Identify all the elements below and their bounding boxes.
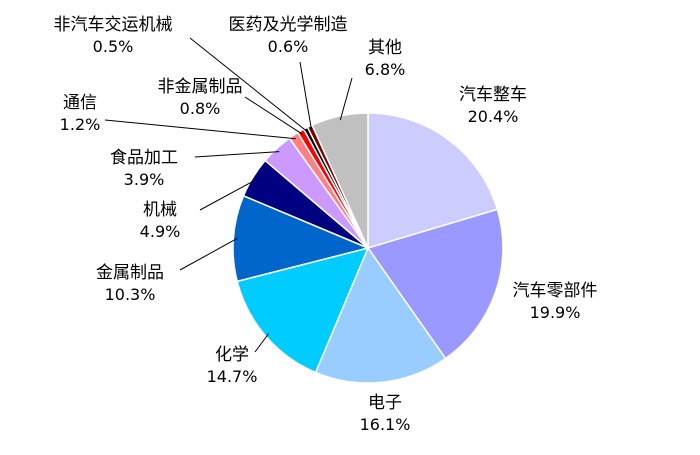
slice-name-label: 汽车整车	[459, 85, 527, 105]
slice-value-label: 0.8%	[180, 99, 221, 118]
leader-line	[194, 151, 280, 158]
slice-value-label: 1.2%	[60, 115, 101, 134]
pie-slice	[311, 112, 369, 249]
slice-labels: 汽车整车 20.4% 汽车零部件 19.9% 电子 16.1% 化学 14.7% 金属制品 10.…	[54, 15, 598, 434]
leader-line	[339, 77, 353, 121]
slice-name-label: 非金属制品	[158, 77, 243, 97]
leader-line	[104, 119, 296, 140]
leader-line	[179, 237, 238, 271]
slice-name-label: 金属制品	[96, 263, 164, 283]
leader-line	[189, 37, 308, 133]
leader-line	[254, 333, 270, 353]
pie-slice	[232, 194, 371, 283]
pie-slice	[314, 246, 447, 384]
leader-line	[299, 61, 312, 130]
slice-value-label: 4.9%	[140, 222, 181, 241]
slice-name-label: 食品加工	[110, 148, 178, 168]
slice-name-label: 化学	[215, 345, 249, 365]
slice-value-label: 19.9%	[530, 303, 581, 322]
slice-value-label: 6.8%	[365, 60, 406, 79]
slice-name-label: 非汽车交运机械	[54, 15, 173, 35]
slice-name-label: 其他	[368, 38, 402, 58]
leader-line	[199, 178, 257, 211]
leader-line	[244, 96, 304, 135]
slice-value-label: 16.1%	[360, 415, 411, 434]
slice-value-label: 10.3%	[105, 285, 156, 304]
slice-value-label: 20.4%	[468, 107, 519, 126]
pie-slice	[367, 112, 499, 250]
leader-lines	[104, 37, 353, 353]
slice-value-label: 0.6%	[268, 37, 309, 56]
slice-name-label: 机械	[143, 200, 177, 220]
pie-slices	[232, 112, 504, 384]
slice-name-label: 通信	[63, 93, 97, 113]
slice-value-label: 3.9%	[124, 170, 165, 189]
slice-name-label: 电子	[368, 393, 402, 413]
slice-name-label: 医药及光学制造	[229, 15, 348, 35]
pie-slice	[366, 208, 504, 360]
slice-name-label: 汽车零部件	[513, 281, 598, 301]
pie-slice	[236, 246, 370, 374]
slice-value-label: 14.7%	[207, 367, 258, 386]
slice-value-label: 0.5%	[93, 37, 134, 56]
